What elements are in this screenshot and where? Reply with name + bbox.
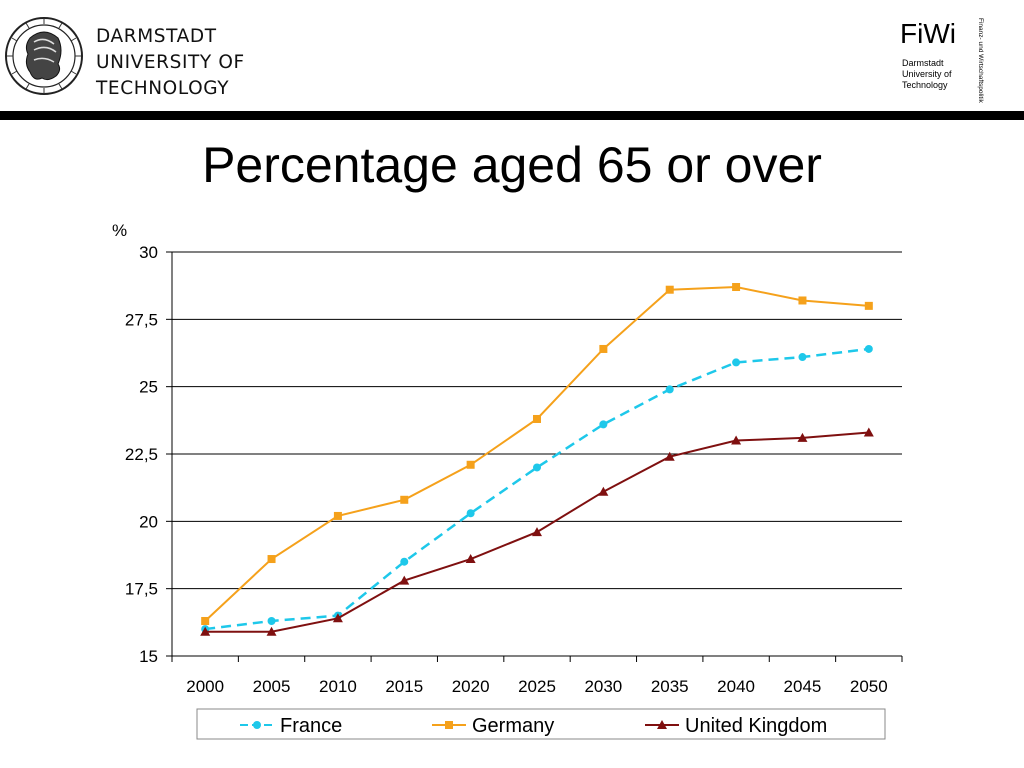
data-point-france bbox=[732, 358, 741, 367]
data-point-germany bbox=[267, 555, 276, 564]
y-tick-label: 27,5 bbox=[125, 310, 158, 329]
series-line-france bbox=[205, 347, 869, 631]
y-tick-label: 17,5 bbox=[125, 580, 158, 599]
data-point-united-kingdom bbox=[399, 575, 410, 585]
university-name-line-2: UNIVERSITY OF bbox=[96, 52, 245, 73]
data-point-united-kingdom bbox=[465, 554, 476, 564]
fiwi-sub-line-2: University of bbox=[902, 69, 952, 79]
data-point-france bbox=[665, 385, 674, 394]
data-point-germany bbox=[400, 495, 409, 504]
x-tick-label: 2040 bbox=[717, 677, 755, 696]
fiwi-sub-line-3: Technology bbox=[902, 80, 948, 90]
data-point-france bbox=[798, 353, 807, 362]
data-point-germany bbox=[665, 285, 674, 294]
data-point-germany bbox=[333, 511, 342, 520]
university-seal-logo bbox=[5, 17, 83, 95]
data-point-germany bbox=[798, 296, 807, 305]
x-tick-label: 2010 bbox=[319, 677, 357, 696]
fiwi-sub-line-1: Darmstadt bbox=[902, 58, 944, 68]
x-tick-label: 2015 bbox=[385, 677, 423, 696]
data-point-united-kingdom bbox=[664, 451, 675, 461]
legend-label-germany: Germany bbox=[472, 715, 554, 737]
data-point-france bbox=[400, 557, 409, 566]
x-tick-label: 2000 bbox=[186, 677, 224, 696]
legend-label-france: France bbox=[280, 715, 342, 737]
data-point-united-kingdom bbox=[200, 626, 211, 636]
data-point-france bbox=[599, 420, 608, 429]
data-point-united-kingdom bbox=[797, 432, 808, 442]
data-point-germany bbox=[732, 283, 741, 292]
fiwi-title: FiWi bbox=[900, 18, 956, 49]
header-divider bbox=[0, 111, 1024, 120]
fiwi-logo: FiWi Darmstadt University of Technology … bbox=[900, 18, 1000, 103]
data-point-france bbox=[267, 616, 276, 625]
data-point-united-kingdom bbox=[598, 486, 609, 496]
x-tick-label: 2005 bbox=[253, 677, 291, 696]
x-tick-label: 2030 bbox=[584, 677, 622, 696]
x-tick-label: 2025 bbox=[518, 677, 556, 696]
page-title: Percentage aged 65 or over bbox=[202, 137, 822, 193]
university-name: DARMSTADT UNIVERSITY OF TECHNOLOGY bbox=[96, 24, 245, 102]
university-name-line-3: TECHNOLOGY bbox=[96, 78, 230, 99]
data-point-germany bbox=[201, 616, 210, 625]
data-point-germany bbox=[533, 414, 541, 423]
legend-marker-germany bbox=[445, 721, 453, 729]
x-tick-label: 2035 bbox=[651, 677, 689, 696]
legend-marker-united-kingdom bbox=[657, 720, 667, 729]
data-point-france bbox=[864, 344, 873, 353]
x-tick-label: 2045 bbox=[784, 677, 822, 696]
university-name-line-1: DARMSTADT bbox=[96, 26, 217, 47]
data-point-united-kingdom bbox=[863, 427, 874, 437]
x-tick-label: 2050 bbox=[850, 677, 888, 696]
legend-marker-france bbox=[253, 721, 261, 729]
y-axis-label: % bbox=[112, 221, 127, 240]
data-point-united-kingdom bbox=[731, 435, 742, 445]
y-tick-label: 20 bbox=[139, 512, 158, 531]
data-point-united-kingdom bbox=[532, 527, 542, 537]
y-tick-label: 15 bbox=[139, 647, 158, 666]
legend-label-united-kingdom: United Kingdom bbox=[685, 715, 827, 737]
y-tick-label: 30 bbox=[139, 243, 158, 262]
header: DARMSTADT UNIVERSITY OF TECHNOLOGY FiWi … bbox=[0, 0, 1024, 110]
data-point-france bbox=[466, 509, 475, 518]
data-point-united-kingdom bbox=[266, 626, 277, 636]
y-tick-label: 25 bbox=[139, 378, 158, 397]
data-point-united-kingdom bbox=[332, 613, 343, 623]
data-point-germany bbox=[599, 344, 608, 353]
y-tick-label: 22,5 bbox=[125, 445, 158, 464]
legend-box bbox=[196, 708, 886, 740]
x-tick-label: 2020 bbox=[452, 677, 490, 696]
data-point-france bbox=[533, 463, 541, 472]
data-point-germany bbox=[864, 301, 873, 310]
fiwi-subtitle: Darmstadt University of Technology bbox=[902, 58, 952, 91]
data-point-germany bbox=[466, 460, 475, 469]
fiwi-side-text: Finanz- und Wirtschaftspolitik bbox=[977, 18, 984, 103]
